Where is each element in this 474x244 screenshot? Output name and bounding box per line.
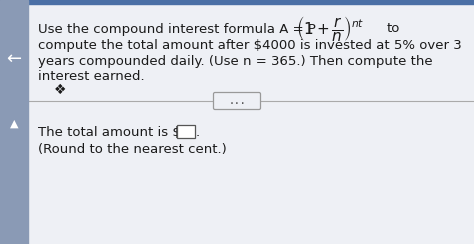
Text: compute the total amount after $4000 is invested at 5% over 3: compute the total amount after $4000 is … (38, 40, 462, 52)
Text: $\left(1+\dfrac{r}{n}\right)^{nt}$: $\left(1+\dfrac{r}{n}\right)^{nt}$ (296, 14, 365, 43)
Text: .: . (196, 125, 200, 139)
Bar (0, 0, 28, 244)
Text: ❖: ❖ (54, 83, 66, 97)
Text: years compounded daily. (Use n = 365.) Then compute the: years compounded daily. (Use n = 365.) T… (38, 54, 433, 68)
FancyBboxPatch shape (213, 92, 261, 110)
Text: ...: ... (228, 96, 246, 106)
FancyBboxPatch shape (177, 125, 195, 138)
Text: interest earned.: interest earned. (38, 70, 145, 82)
Text: Use the compound interest formula A = P: Use the compound interest formula A = P (38, 22, 316, 35)
Bar (0, 0, 474, 4)
Text: ←: ← (7, 50, 21, 68)
Text: ▲: ▲ (10, 119, 18, 129)
Text: to: to (387, 22, 401, 35)
Text: (Round to the nearest cent.): (Round to the nearest cent.) (38, 143, 227, 156)
Text: The total amount is $: The total amount is $ (38, 125, 181, 139)
